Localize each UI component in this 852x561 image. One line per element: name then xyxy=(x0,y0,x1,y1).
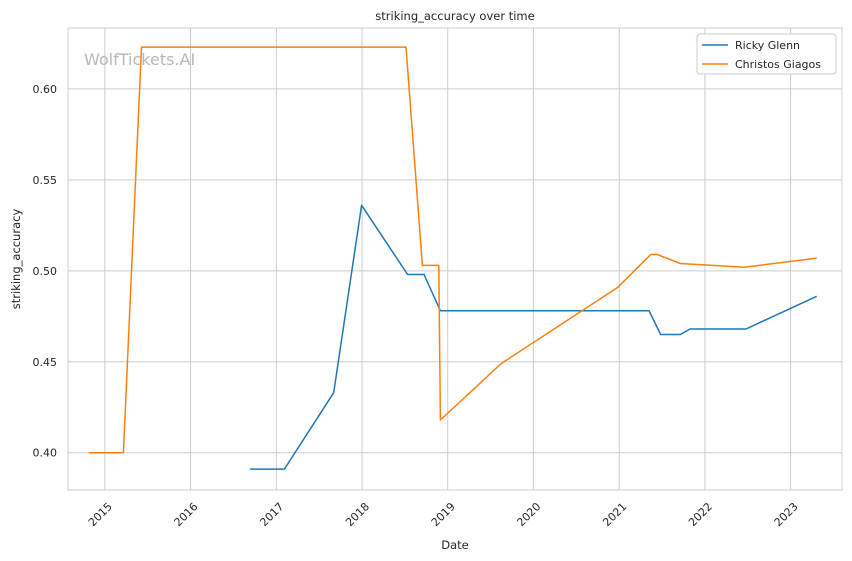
legend: Ricky Glenn Christos Giagos xyxy=(696,33,837,75)
chart-title: striking_accuracy over time xyxy=(375,9,534,23)
series-layer xyxy=(88,46,818,470)
plot-frame xyxy=(67,27,843,491)
y-tick-label: 0.40 xyxy=(33,447,58,460)
y-tick-label: 0.45 xyxy=(33,356,58,369)
y-tick-label: 0.60 xyxy=(33,83,58,96)
legend-label-christos-giagos: Christos Giagos xyxy=(735,58,821,71)
y-tick-labels: 0.40 0.45 0.50 0.55 0.60 xyxy=(33,83,58,460)
series-line-christos-giagos xyxy=(88,46,817,454)
series-line-ricky-glenn xyxy=(249,204,818,470)
x-axis-label: Date xyxy=(441,538,469,552)
watermark: WolfTickets.AI xyxy=(84,50,195,69)
legend-label-ricky-glenn: Ricky Glenn xyxy=(735,39,800,52)
y-tick-label: 0.55 xyxy=(33,174,58,187)
y-tick-label: 0.50 xyxy=(33,265,58,278)
y-axis-label: striking_accuracy xyxy=(9,209,23,310)
x-gridlines xyxy=(104,28,792,490)
y-gridlines xyxy=(68,88,842,454)
legend-box xyxy=(696,33,837,75)
